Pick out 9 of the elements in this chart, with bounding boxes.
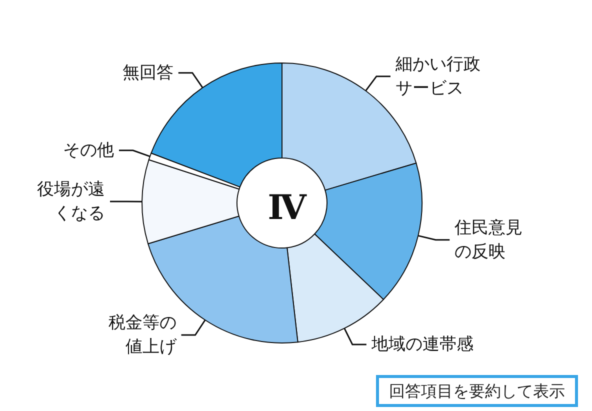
- slice-label: 役場が遠くなる: [37, 180, 106, 224]
- slice-label: 住民意見の反映: [454, 218, 523, 262]
- text: Ⅳ: [268, 188, 308, 228]
- slice-label: その他: [63, 140, 114, 160]
- slice-label: 無回答: [122, 62, 174, 83]
- slice-label: 細かい行政サービス: [394, 54, 480, 98]
- slice-label: 地域の連帯感: [370, 334, 474, 354]
- slice-label: 税金等の値上げ: [108, 313, 178, 358]
- text: 回答項目を要約して表示: [389, 382, 565, 400]
